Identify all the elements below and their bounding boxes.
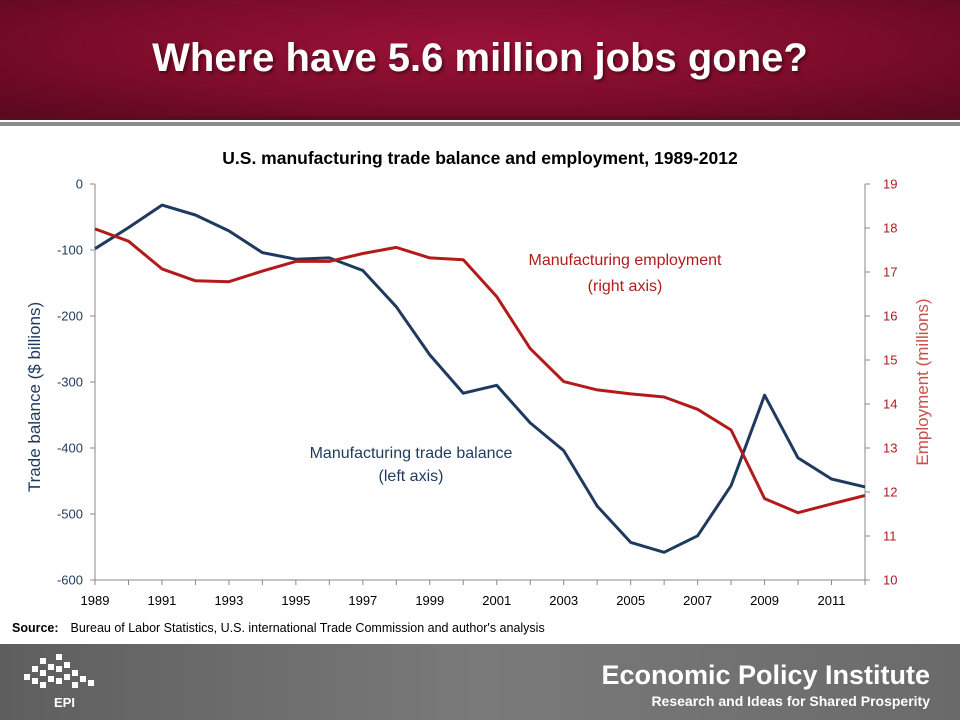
chart-title: U.S. manufacturing trade balance and emp… <box>222 148 738 168</box>
right-tick-label: 17 <box>883 265 897 280</box>
trade-balance-annotation-line2: (left axis) <box>379 468 444 485</box>
right-tick-label: 12 <box>883 485 897 500</box>
right-tick-label: 18 <box>883 221 897 236</box>
header-divider <box>0 116 960 120</box>
header-divider-gray <box>0 122 960 126</box>
x-tick-label: 2007 <box>683 593 712 608</box>
left-tick-label: -300 <box>57 375 83 390</box>
chart: U.S. manufacturing trade balance and emp… <box>25 148 932 608</box>
trade-balance-annotation-line1: Manufacturing trade balance <box>310 445 513 462</box>
x-tick-label: 1995 <box>281 593 310 608</box>
logo-text: EPI <box>54 695 75 710</box>
source-label: Source: <box>12 621 59 635</box>
footer-bar <box>0 644 960 720</box>
left-tick-label: 0 <box>76 177 83 192</box>
left-tick-label: -500 <box>57 507 83 522</box>
trade-balance-line <box>94 203 866 554</box>
right-tick-label: 19 <box>883 177 897 192</box>
source-note: Source: Bureau of Labor Statistics, U.S. … <box>12 621 912 636</box>
employment-annotation-line1: Manufacturing employment <box>529 252 723 269</box>
x-tick-label: 1991 <box>147 593 176 608</box>
right-tick-label: 14 <box>883 397 897 412</box>
right-tick-label: 15 <box>883 353 897 368</box>
left-axis-label: Trade balance ($ billions) <box>25 302 44 492</box>
x-tick-label: 1993 <box>214 593 243 608</box>
left-tick-label: -600 <box>57 573 83 588</box>
employment-annotation-line2: (right axis) <box>588 278 663 295</box>
x-tick-label: 2001 <box>482 593 511 608</box>
org-name: Economic Policy Institute <box>601 660 930 690</box>
org-tagline: Research and Ideas for Shared Prosperity <box>651 693 930 709</box>
left-tick-label: -100 <box>57 243 83 258</box>
left-tick-label: -200 <box>57 309 83 324</box>
epi-logo-icon <box>24 654 94 688</box>
x-tick-label: 2009 <box>750 593 779 608</box>
right-tick-label: 13 <box>883 441 897 456</box>
source-text: Bureau of Labor Statistics, U.S. interna… <box>70 621 545 635</box>
slide-header <box>0 0 960 116</box>
slide-title: Where have 5.6 million jobs gone? <box>152 36 808 80</box>
x-tick-label: 2005 <box>616 593 645 608</box>
right-tick-label: 11 <box>883 529 897 544</box>
left-tick-label: -400 <box>57 441 83 456</box>
right-tick-label: 16 <box>883 309 897 324</box>
x-tick-label: 2003 <box>549 593 578 608</box>
right-tick-label: 10 <box>883 573 897 588</box>
employment-line <box>94 227 866 515</box>
x-tick-label: 1999 <box>415 593 444 608</box>
x-tick-label: 1989 <box>81 593 110 608</box>
x-tick-label: 1997 <box>348 593 377 608</box>
right-axis-label: Employment (millions) <box>913 298 932 465</box>
x-tick-label: 2011 <box>818 593 846 608</box>
